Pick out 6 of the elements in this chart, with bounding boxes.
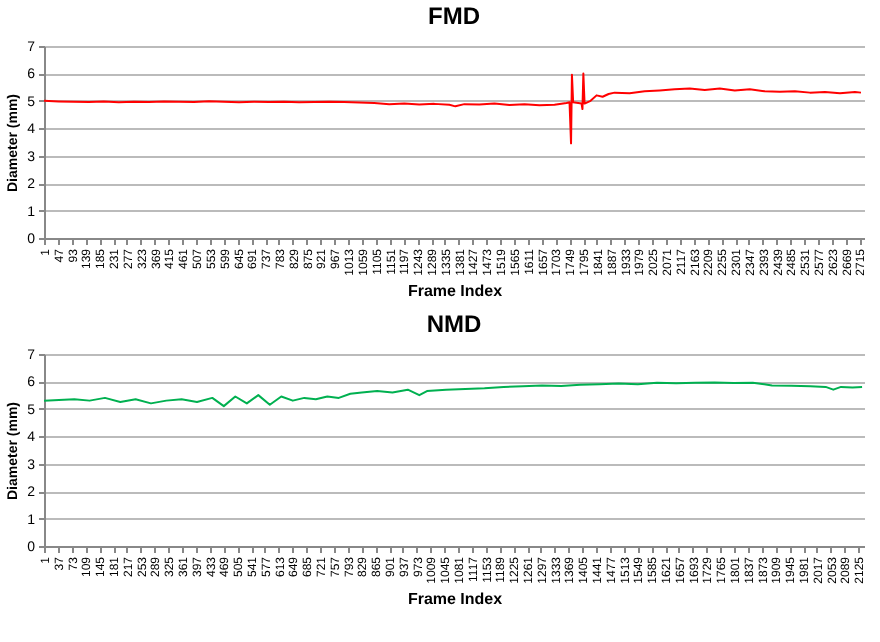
chart-title: FMD bbox=[428, 2, 481, 30]
line-series bbox=[43, 381, 864, 408]
chart-title: NMD bbox=[426, 310, 482, 338]
x-axis-title: Frame Index bbox=[407, 589, 504, 608]
x-axis-title: Frame Index bbox=[407, 281, 504, 300]
line-series bbox=[43, 72, 862, 145]
